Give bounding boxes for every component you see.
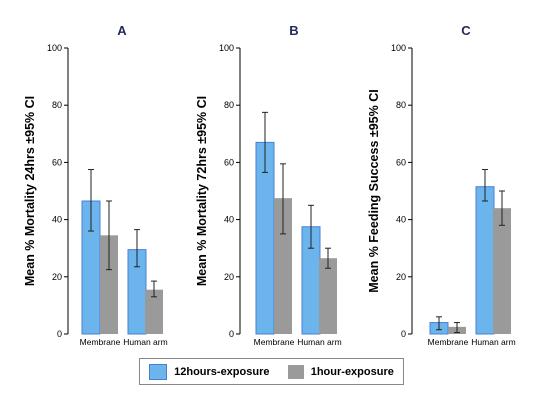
bar-12hours-exposure-human-arm (475, 186, 495, 335)
y-tick-label: 20 (396, 272, 406, 282)
legend-label-12hours: 12hours-exposure (174, 365, 270, 378)
y-axis-label: Mean % Mortality 24hrs ±95% CI (23, 96, 37, 286)
x-category-label: Membrane (80, 337, 121, 347)
y-tick-label: 0 (57, 329, 62, 339)
chart-panel-B: B Mean % Mortality 72hrs ±95% CI 0 20 40 60 80… (195, 23, 342, 347)
chart-panel-C: C Mean % Feeding Success ±95% CI 0 20 40 60 80… (367, 23, 516, 347)
bar-1hour-exposure-human-arm (145, 289, 163, 334)
y-tick-label: 60 (52, 157, 62, 167)
chart-panel-A: A Mean % Mortality 24hrs ±95% CI 0 20 40 60 80… (23, 23, 168, 347)
bar-1hour-exposure-membrane (100, 235, 118, 334)
legend-swatch-12hours (149, 363, 168, 380)
y-tick-label: 60 (224, 157, 234, 167)
y-tick-label: 40 (396, 215, 406, 225)
y-tick-label: 80 (52, 100, 62, 110)
y-axis-label: Mean % Feeding Success ±95% CI (367, 89, 381, 292)
legend: 12hours-exposure 1hour-exposure (139, 358, 404, 385)
bar-1hour-exposure-human-arm (319, 258, 337, 334)
y-tick-label: 80 (224, 100, 234, 110)
y-tick-label: 20 (52, 272, 62, 282)
x-category-label: Human arm (297, 337, 341, 347)
legend-item-12hours: 12hours-exposure (149, 363, 270, 380)
panel-title: C (461, 23, 471, 38)
panel-title: A (117, 23, 127, 38)
y-tick-label: 40 (224, 215, 234, 225)
y-axis-label: Mean % Mortality 72hrs ±95% CI (195, 96, 209, 286)
bar-1hour-exposure-human-arm (493, 208, 511, 334)
legend-swatch-1hour (287, 364, 304, 379)
y-tick-label: 20 (224, 272, 234, 282)
y-tick-label: 0 (229, 329, 234, 339)
y-tick-label: 100 (219, 43, 234, 53)
y-tick-label: 100 (47, 43, 62, 53)
x-category-label: Human arm (471, 337, 515, 347)
y-tick-label: 100 (391, 43, 406, 53)
bar-1hour-exposure-membrane (274, 198, 292, 334)
y-tick-label: 40 (52, 215, 62, 225)
x-category-label: Human arm (123, 337, 167, 347)
y-tick-label: 60 (396, 157, 406, 167)
x-category-label: Membrane (254, 337, 295, 347)
x-category-label: Membrane (428, 337, 469, 347)
legend-item-1hour: 1hour-exposure (287, 364, 394, 379)
panel-title: B (289, 23, 298, 38)
y-tick-label: 0 (401, 329, 406, 339)
y-tick-label: 80 (396, 100, 406, 110)
legend-label-1hour: 1hour-exposure (310, 365, 394, 378)
